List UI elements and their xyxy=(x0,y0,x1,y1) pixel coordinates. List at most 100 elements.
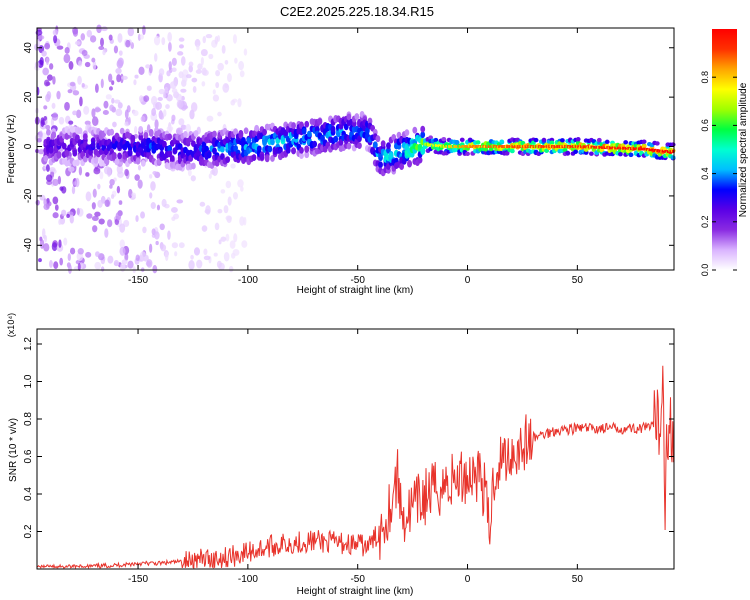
spectrogram-cell xyxy=(97,199,103,208)
spectrogram-cell xyxy=(160,244,167,252)
colorbar-tick-label: 0.8 xyxy=(700,71,710,84)
spectrogram-cell xyxy=(200,48,208,57)
spectrogram-cell xyxy=(606,146,609,150)
spectrogram-cell xyxy=(150,202,156,210)
spectrogram-cell xyxy=(187,169,192,177)
spectrogram-cell xyxy=(264,155,270,163)
spectrogram-cell xyxy=(241,240,248,248)
spectrogram-cell xyxy=(121,259,128,265)
spectrogram-cell xyxy=(61,142,67,150)
spectrogram-cell xyxy=(455,145,459,149)
spectrogram-cell xyxy=(78,60,83,67)
spectrogram-cell xyxy=(203,248,208,256)
spectrogram-cell xyxy=(78,166,83,176)
spectrogram-cell xyxy=(99,171,104,180)
spectrogram-cell xyxy=(227,73,232,83)
snr-x-tick-label: -150 xyxy=(128,574,148,585)
spectrogram-x-tick-label: -50 xyxy=(350,275,365,286)
spectrogram-cell xyxy=(442,144,446,148)
spectrogram-cell xyxy=(484,145,488,149)
spectrogram-cell xyxy=(556,145,559,149)
spectrogram-cell xyxy=(134,174,140,181)
spectrogram-cell xyxy=(76,207,80,216)
spectrogram-cell xyxy=(426,143,430,147)
spectrogram-cell xyxy=(475,140,481,145)
spectrogram-cell xyxy=(669,149,673,153)
spectrogram-cell xyxy=(317,118,323,125)
snr-y-multiplier: (x10⁴) xyxy=(6,313,16,337)
spectrogram-cell xyxy=(48,260,53,268)
spectrogram-cell xyxy=(217,208,223,214)
spectrogram-cell xyxy=(420,148,426,155)
spectrogram-cell xyxy=(190,175,196,182)
spectrogram-cell xyxy=(71,185,76,195)
snr-y-ticks: 0.2 0.4 0.6 0.8 1.0 1.2 xyxy=(23,337,674,538)
spectrogram-cell xyxy=(95,251,100,257)
spectrogram-cell xyxy=(161,198,167,208)
spectrogram-cell xyxy=(127,149,133,157)
spectrogram-cell xyxy=(550,145,554,149)
spectrogram-cell xyxy=(560,138,565,143)
spectrogram-cell xyxy=(121,75,128,80)
spectrogram-cell xyxy=(208,53,214,60)
spectrogram-cell xyxy=(134,74,139,79)
spectrogram-cell xyxy=(115,68,122,74)
spectrogram-cell xyxy=(194,38,201,48)
spectrogram-cell xyxy=(117,102,123,109)
spectrogram-cell xyxy=(68,61,74,70)
spectrogram-cell xyxy=(115,108,123,117)
spectrogram-cell xyxy=(148,129,154,136)
spectrogram-cell xyxy=(169,155,175,162)
spectrogram-cell xyxy=(58,239,62,248)
spectrogram-cell xyxy=(127,27,135,37)
spectrogram-cell xyxy=(138,126,144,133)
spectrogram-y-tick-label: 0 xyxy=(23,143,34,149)
spectrogram-cell xyxy=(94,106,101,113)
spectrogram-cell xyxy=(83,105,90,115)
spectrogram-cell xyxy=(417,156,423,164)
snr-y-tick-label: 0.8 xyxy=(23,412,34,426)
snr-x-tick-label: -50 xyxy=(350,574,365,585)
spectrogram-cell xyxy=(127,260,134,269)
spectrogram-cell xyxy=(178,242,185,249)
spectrogram-cell xyxy=(68,120,74,125)
spectrogram-cell xyxy=(81,49,88,56)
spectrogram-cell xyxy=(114,218,120,226)
spectrogram-cell xyxy=(154,231,160,240)
spectrogram-cell xyxy=(100,37,104,47)
spectrogram-cell xyxy=(138,95,144,103)
spectrogram-cell xyxy=(94,261,102,270)
spectrogram-cell xyxy=(291,122,296,129)
spectrogram-cell xyxy=(41,50,47,57)
spectrogram-cell xyxy=(85,191,92,202)
spectrogram-cell xyxy=(219,145,225,153)
spectrogram-cell xyxy=(117,152,122,160)
snr-frame xyxy=(36,328,675,570)
spectrogram-cell xyxy=(233,233,238,243)
spectrogram-cell xyxy=(267,145,273,153)
spectrogram-cell xyxy=(623,140,629,145)
spectrogram-cell xyxy=(178,37,185,42)
spectrogram-cell xyxy=(541,137,547,143)
spectrogram-cell xyxy=(238,60,245,71)
spectrogram-cell xyxy=(37,35,45,40)
spectrogram-cell xyxy=(84,61,91,68)
spectrogram-cell xyxy=(240,186,244,192)
spectrogram-cell xyxy=(111,80,115,86)
spectrogram-cell xyxy=(63,237,68,246)
spectrogram-cell xyxy=(138,66,145,76)
spectrogram-cell xyxy=(67,89,73,94)
spectrogram-cell xyxy=(167,32,173,42)
spectrogram-cell xyxy=(482,145,485,149)
spectrogram-cell xyxy=(153,35,161,46)
spectrogram-cell xyxy=(94,211,101,217)
spectrogram-cell xyxy=(672,149,675,153)
spectrogram-cell xyxy=(91,202,96,210)
spectrogram-cell xyxy=(420,125,426,133)
spectrogram-panel: -150 -100 -50 0 50 -40 -20 0 20 40 Height of str… xyxy=(6,24,676,296)
spectrogram-cell xyxy=(603,146,607,150)
spectrogram-cell xyxy=(200,56,204,66)
spectrogram-cell xyxy=(465,151,470,157)
spectrogram-cell xyxy=(156,204,161,211)
spectrogram-cell xyxy=(171,57,177,66)
